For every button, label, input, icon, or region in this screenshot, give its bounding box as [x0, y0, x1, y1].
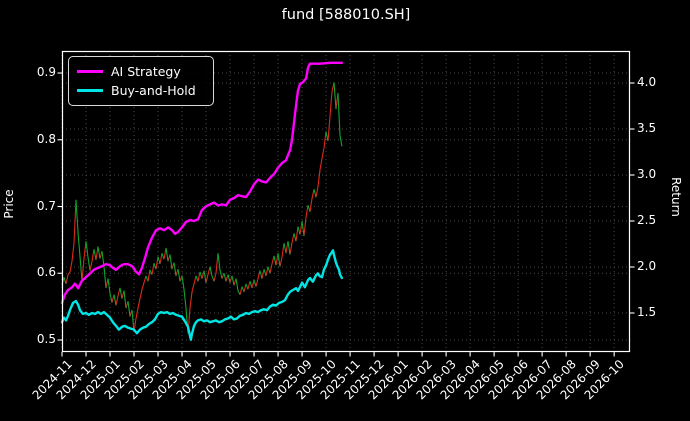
legend-label-buy-and-hold: Buy-and-Hold	[111, 83, 196, 98]
left-tick-label: 0.9	[36, 65, 56, 80]
legend-label-ai-strategy: AI Strategy	[111, 64, 181, 79]
plot-spines	[61, 50, 631, 353]
buy-and-hold-line	[60, 249, 344, 341]
price-line-up-segments	[61, 82, 339, 334]
left-tick-label: 0.7	[36, 198, 56, 213]
right-tick-label: 3.5	[637, 121, 657, 135]
price-line-down-segments	[63, 82, 343, 334]
right-tick-label: 4.0	[637, 75, 657, 89]
legend-item-buy-and-hold: Buy-and-Hold	[77, 81, 205, 100]
left-tick-label: 0.6	[36, 265, 56, 280]
left-axis-label: Price	[2, 189, 16, 219]
legend: AI Strategy Buy-and-Hold	[68, 56, 214, 106]
chart-title: fund [588010.SH]	[281, 7, 411, 23]
ai-strategy-line	[60, 61, 344, 305]
right-tick-label: 2.5	[637, 213, 657, 227]
right-tick-label: 2.0	[637, 258, 657, 273]
legend-item-ai-strategy: AI Strategy	[77, 62, 205, 81]
right-tick-label: 3.0	[637, 167, 657, 181]
left-tick-label: 0.8	[36, 131, 56, 146]
ai-strategy-line-swatch	[77, 70, 103, 73]
buy-and-hold-line-swatch	[77, 89, 103, 92]
right-tick-label: 1.5	[637, 304, 657, 319]
left-tick-label: 0.5	[36, 331, 56, 346]
